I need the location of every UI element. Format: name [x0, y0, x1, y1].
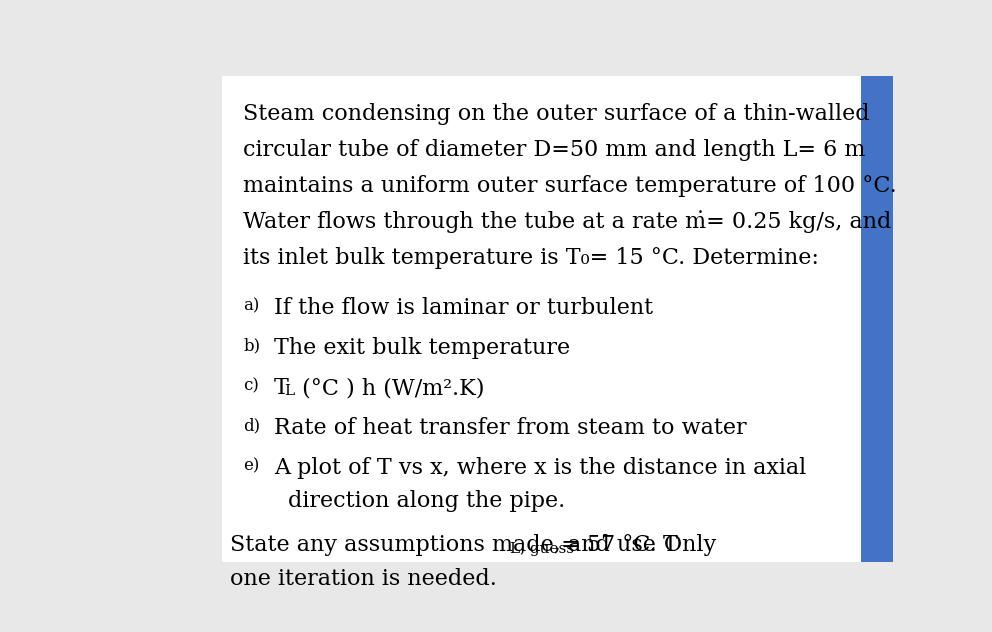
- Bar: [222, 76, 860, 562]
- Text: circular tube of diameter D=50 mm and length L= 6 m: circular tube of diameter D=50 mm and le…: [243, 138, 866, 161]
- Text: State any assumptions made, and use T: State any assumptions made, and use T: [230, 534, 678, 556]
- Bar: [860, 76, 893, 562]
- Text: e): e): [243, 457, 260, 474]
- Text: c): c): [243, 377, 259, 394]
- Text: d): d): [243, 417, 260, 434]
- Text: Rate of heat transfer from steam to water: Rate of heat transfer from steam to wate…: [274, 417, 747, 439]
- Text: A plot of T vs x, where x is the distance in axial: A plot of T vs x, where x is the distanc…: [274, 457, 806, 479]
- Text: The exit bulk temperature: The exit bulk temperature: [274, 337, 570, 359]
- Text: T: T: [274, 377, 289, 399]
- Text: direction along the pipe.: direction along the pipe.: [288, 490, 565, 512]
- Text: L: L: [285, 384, 295, 398]
- Text: b): b): [243, 337, 260, 354]
- Text: maintains a uniform outer surface temperature of 100 °C.: maintains a uniform outer surface temper…: [243, 174, 897, 197]
- Text: (°C ) h (W/m².K): (°C ) h (W/m².K): [295, 377, 484, 399]
- Text: a): a): [243, 297, 260, 314]
- Text: its inlet bulk temperature is T₀= 15 °C. Determine:: its inlet bulk temperature is T₀= 15 °C.…: [243, 246, 819, 269]
- Text: one iteration is needed.: one iteration is needed.: [230, 568, 497, 590]
- Text: Water flows through the tube at a rate ṁ= 0.25 kg/s, and: Water flows through the tube at a rate m…: [243, 210, 892, 233]
- Text: L, guess: L, guess: [510, 542, 574, 556]
- Text: Steam condensing on the outer surface of a thin-walled: Steam condensing on the outer surface of…: [243, 102, 870, 125]
- Text: If the flow is laminar or turbulent: If the flow is laminar or turbulent: [274, 297, 653, 319]
- Text: = 57 °C. Only: = 57 °C. Only: [554, 534, 716, 556]
